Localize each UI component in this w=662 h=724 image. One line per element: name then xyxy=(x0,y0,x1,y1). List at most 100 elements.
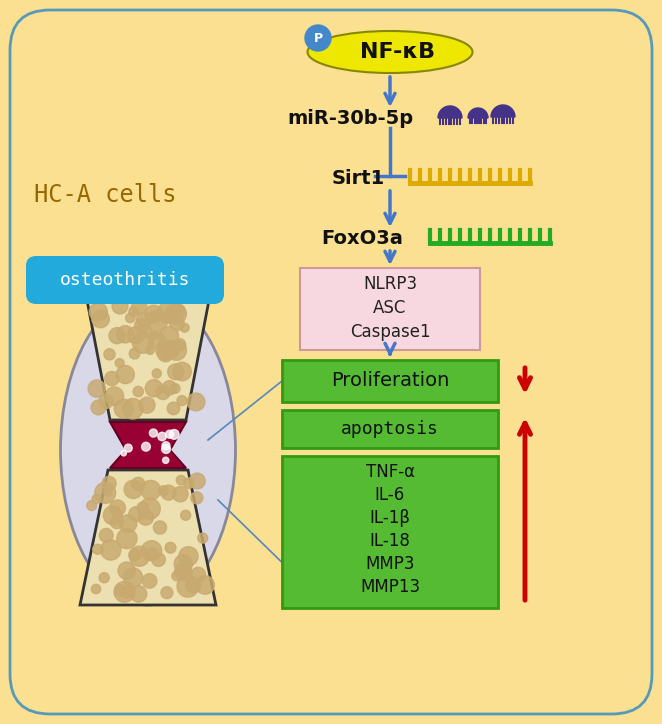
Circle shape xyxy=(165,345,177,358)
Circle shape xyxy=(99,573,109,583)
Circle shape xyxy=(146,346,154,355)
Circle shape xyxy=(170,384,180,393)
Circle shape xyxy=(139,325,152,337)
Circle shape xyxy=(112,298,128,314)
Circle shape xyxy=(91,584,101,594)
Circle shape xyxy=(305,25,331,51)
Circle shape xyxy=(116,366,134,384)
Circle shape xyxy=(174,555,193,573)
Circle shape xyxy=(130,586,147,602)
Circle shape xyxy=(166,340,187,361)
Circle shape xyxy=(150,313,160,322)
Circle shape xyxy=(162,341,179,358)
Circle shape xyxy=(163,457,169,463)
Circle shape xyxy=(158,346,173,362)
Circle shape xyxy=(150,429,158,437)
Polygon shape xyxy=(80,470,216,605)
Text: Proliferation: Proliferation xyxy=(331,371,449,390)
Circle shape xyxy=(173,487,188,502)
Circle shape xyxy=(141,480,161,500)
Circle shape xyxy=(191,492,203,504)
FancyBboxPatch shape xyxy=(282,360,498,402)
Ellipse shape xyxy=(60,295,236,605)
Circle shape xyxy=(91,400,106,415)
Circle shape xyxy=(101,540,121,560)
Text: MMP13: MMP13 xyxy=(360,578,420,596)
Circle shape xyxy=(180,324,189,332)
Circle shape xyxy=(159,486,169,496)
Circle shape xyxy=(117,529,137,549)
Text: NF-κB: NF-κB xyxy=(360,42,436,62)
Circle shape xyxy=(156,340,175,360)
Circle shape xyxy=(133,387,144,397)
Circle shape xyxy=(92,494,101,503)
Circle shape xyxy=(196,576,214,594)
Circle shape xyxy=(118,562,135,579)
Circle shape xyxy=(129,546,150,566)
Circle shape xyxy=(115,399,133,418)
Circle shape xyxy=(93,544,103,555)
Circle shape xyxy=(124,444,132,452)
Circle shape xyxy=(145,306,162,323)
Text: Sirt1: Sirt1 xyxy=(332,169,385,188)
Circle shape xyxy=(162,442,170,450)
Circle shape xyxy=(142,442,150,451)
Circle shape xyxy=(119,515,137,532)
Circle shape xyxy=(189,473,205,489)
Circle shape xyxy=(105,371,119,386)
Circle shape xyxy=(138,510,154,525)
Circle shape xyxy=(173,362,191,381)
Circle shape xyxy=(142,573,157,588)
Circle shape xyxy=(115,585,126,596)
Circle shape xyxy=(132,477,145,491)
Circle shape xyxy=(109,327,125,344)
FancyBboxPatch shape xyxy=(26,256,224,304)
Circle shape xyxy=(132,332,154,353)
Circle shape xyxy=(109,500,126,516)
Polygon shape xyxy=(110,422,186,468)
Circle shape xyxy=(150,331,158,340)
Circle shape xyxy=(145,379,163,397)
Text: ASC: ASC xyxy=(373,299,406,317)
Circle shape xyxy=(88,380,105,397)
Circle shape xyxy=(162,445,171,453)
Circle shape xyxy=(142,541,162,561)
Text: miR-30b-5p: miR-30b-5p xyxy=(287,109,413,127)
Circle shape xyxy=(117,326,134,343)
Circle shape xyxy=(129,307,138,316)
Circle shape xyxy=(169,316,184,331)
Text: NLRP3: NLRP3 xyxy=(363,275,417,293)
Polygon shape xyxy=(491,105,515,117)
Polygon shape xyxy=(468,108,488,118)
Circle shape xyxy=(186,578,201,593)
Circle shape xyxy=(139,397,155,413)
Circle shape xyxy=(187,393,205,411)
Circle shape xyxy=(99,394,113,408)
Circle shape xyxy=(124,480,142,499)
Circle shape xyxy=(167,402,180,415)
Circle shape xyxy=(148,332,165,348)
Circle shape xyxy=(191,567,205,582)
Circle shape xyxy=(132,299,147,314)
Circle shape xyxy=(152,553,166,566)
Circle shape xyxy=(122,398,143,419)
Circle shape xyxy=(89,303,107,321)
Circle shape xyxy=(129,348,140,359)
Circle shape xyxy=(146,548,158,560)
Text: IL-18: IL-18 xyxy=(369,532,410,550)
Circle shape xyxy=(104,488,112,496)
Circle shape xyxy=(198,533,208,543)
Circle shape xyxy=(129,549,140,560)
Circle shape xyxy=(136,312,152,327)
Circle shape xyxy=(156,385,170,400)
FancyBboxPatch shape xyxy=(282,456,498,608)
Circle shape xyxy=(127,327,144,344)
Circle shape xyxy=(158,432,166,441)
Text: IL-6: IL-6 xyxy=(375,486,405,504)
FancyBboxPatch shape xyxy=(300,268,480,350)
Text: FoxO3a: FoxO3a xyxy=(321,229,403,248)
Circle shape xyxy=(152,369,162,378)
Circle shape xyxy=(170,303,185,319)
Circle shape xyxy=(176,476,186,485)
Circle shape xyxy=(99,529,113,542)
